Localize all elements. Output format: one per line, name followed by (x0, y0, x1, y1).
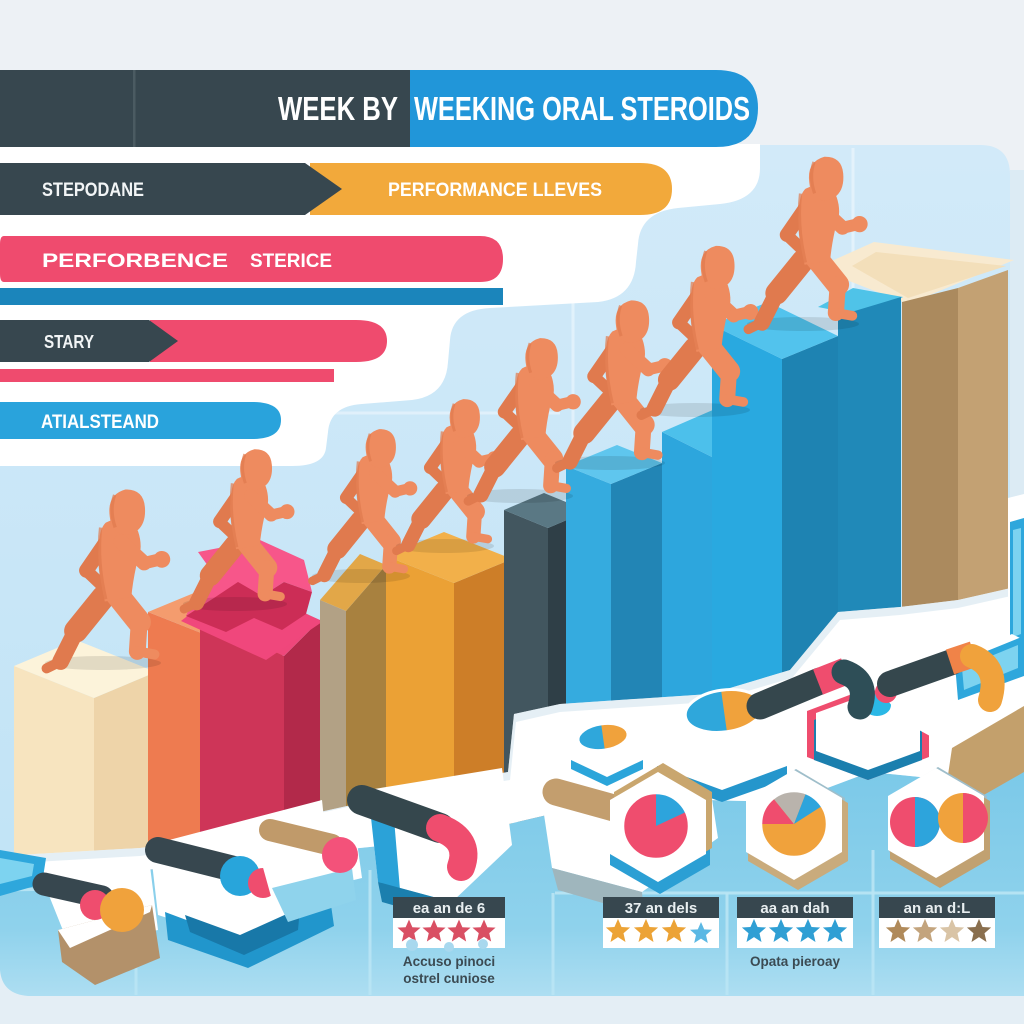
svg-text:an an d:L: an an d:L (904, 900, 971, 917)
svg-text:aa an dah: aa an dah (760, 900, 829, 917)
svg-text:STEPODANE: STEPODANE (42, 180, 144, 201)
svg-text:STARY: STARY (44, 332, 94, 352)
svg-text:PERFORBENCE: PERFORBENCE (42, 251, 228, 272)
svg-text:PERFORMANCE LLEVES: PERFORMANCE LLEVES (388, 180, 602, 201)
svg-text:37 an dels: 37 an dels (625, 900, 698, 917)
svg-text:WEEK BY: WEEK BY (278, 90, 398, 127)
svg-text:Opata pieroay: Opata pieroay (750, 954, 841, 969)
svg-text:STERICE: STERICE (250, 251, 332, 272)
svg-text:WEEKING ORAL STEROIDS: WEEKING ORAL STEROIDS (414, 90, 750, 127)
svg-text:ATIALSTEAND: ATIALSTEAND (41, 412, 159, 433)
svg-text:ostrel cuniose: ostrel cuniose (403, 971, 495, 986)
svg-text:Accuso pinoci: Accuso pinoci (403, 954, 495, 969)
svg-text:ea an de 6: ea an de 6 (413, 900, 486, 917)
